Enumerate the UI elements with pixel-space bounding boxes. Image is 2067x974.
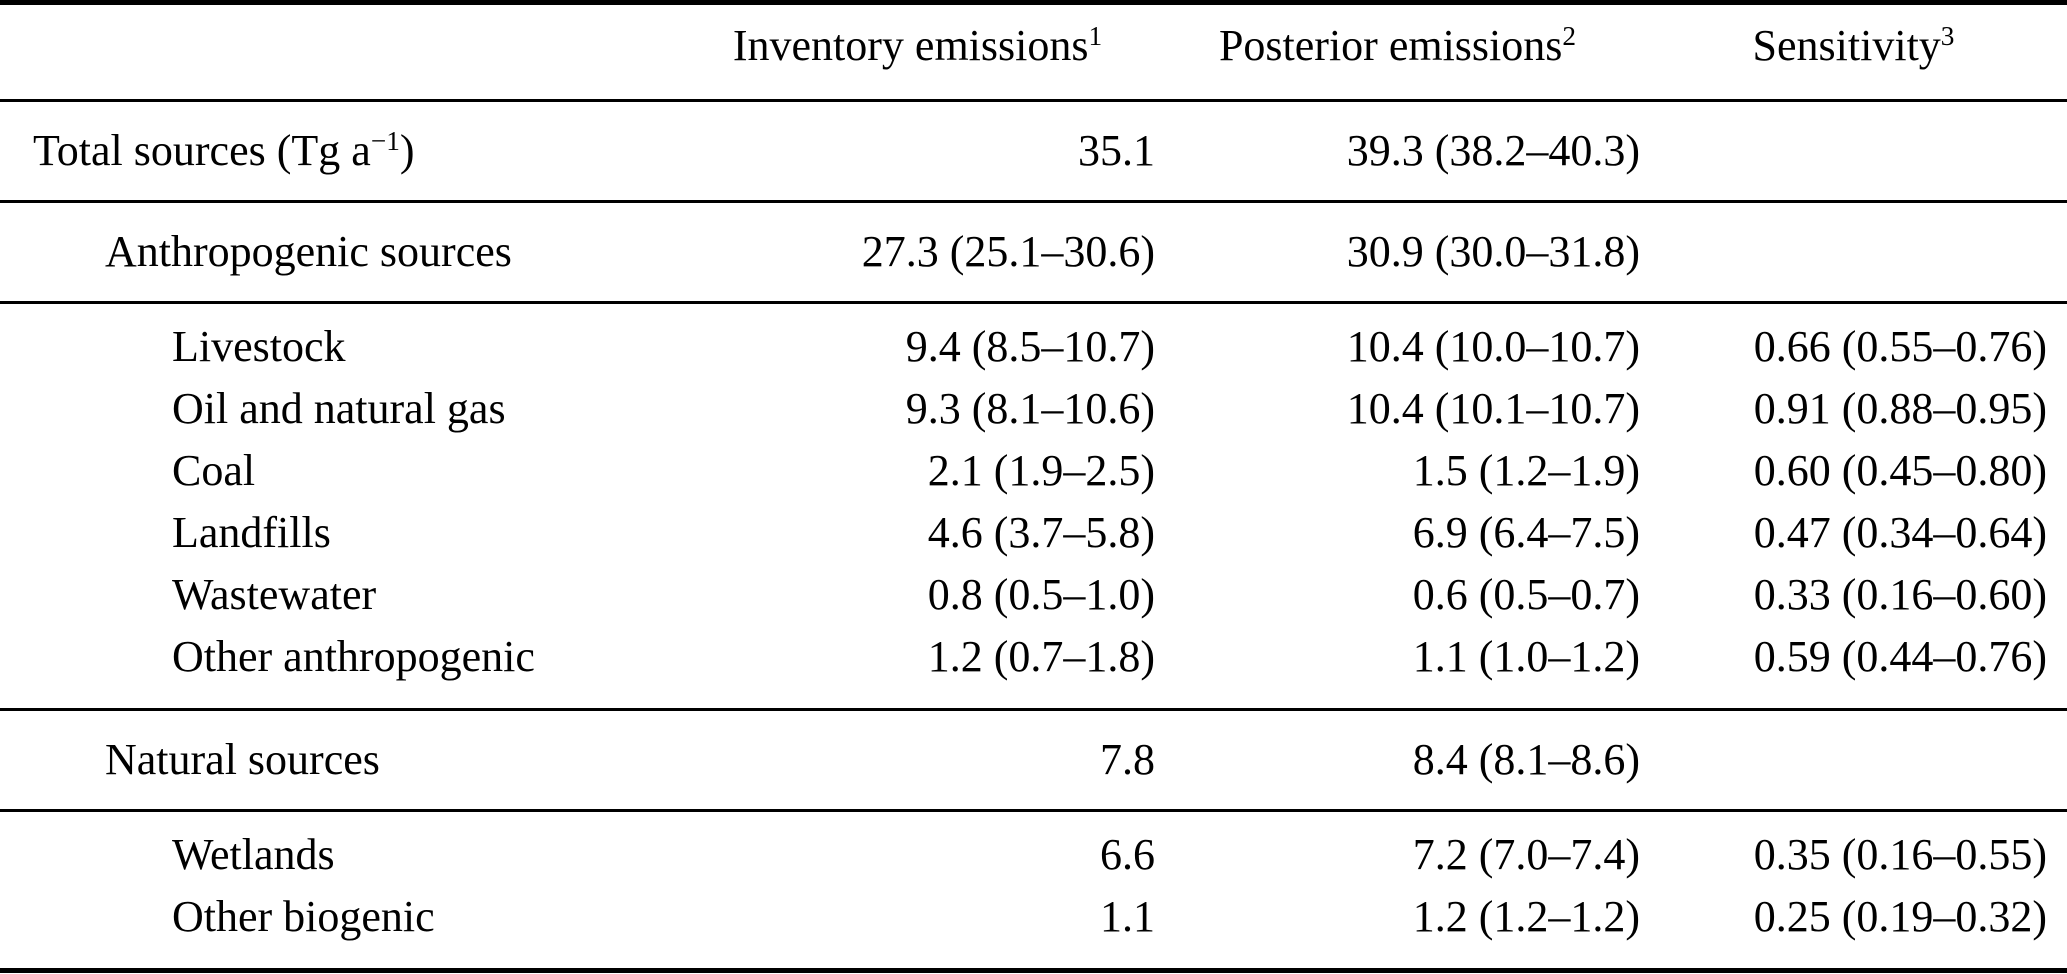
sensitivity-value: 0.60 (0.45–0.80) [1753, 446, 2047, 495]
posterior-emissions-value: 1.5 (1.2–1.9) [1412, 446, 1640, 495]
table-row-natural-sources: Natural sources 7.8 8.4 (8.1–8.6) [0, 709, 2067, 812]
posterior-emissions-value: 1.1 (1.0–1.2) [1155, 626, 1640, 711]
inventory-emissions-value: 6.6 [1100, 830, 1155, 879]
sensitivity-value [1640, 100, 2067, 203]
table-row-landfills: Landfills 4.6 (3.7–5.8) 6.9 (6.4–7.5) 0.… [0, 502, 2067, 564]
sensitivity-value: 0.25 (0.19–0.32) [1753, 892, 2047, 941]
sensitivity-value: 0.91 (0.88–0.95) [1753, 384, 2047, 433]
sensitivity-value: 0.35 (0.16–0.55) [1753, 830, 2047, 879]
row-label: Anthropogenic sources [0, 201, 680, 304]
row-label: Wetlands [172, 830, 335, 879]
posterior-emissions-value: 10.4 (10.0–10.7) [1346, 322, 1640, 371]
table-row-total-sources: Total sources (Tg a−1) 35.1 39.3 (38.2–4… [0, 100, 2067, 203]
sensitivity-value: 0.47 (0.34–0.64) [1753, 508, 2047, 557]
footnote-marker: 3 [1940, 21, 1955, 51]
column-header-posterior-emissions: Posterior emissions2 [1155, 2, 1640, 102]
row-label: Livestock [172, 322, 346, 371]
row-label: Total sources (Tg a−1) [0, 100, 680, 203]
column-header-label: Inventory emissions [732, 21, 1089, 70]
table-row-oil-and-natural-gas: Oil and natural gas 9.3 (8.1–10.6) 10.4 … [0, 378, 2067, 440]
table-row-coal: Coal 2.1 (1.9–2.5) 1.5 (1.2–1.9) 0.60 (0… [0, 440, 2067, 502]
posterior-emissions-value: 0.6 (0.5–0.7) [1412, 570, 1640, 619]
table-row-wastewater: Wastewater 0.8 (0.5–1.0) 0.6 (0.5–0.7) 0… [0, 564, 2067, 626]
column-header-label: Sensitivity [1752, 21, 1941, 70]
header-row: Inventory emissions1 Posterior emissions… [0, 2, 2067, 102]
inventory-emissions-value: 9.3 (8.1–10.6) [905, 384, 1155, 433]
column-header-label: Posterior emissions [1218, 21, 1563, 70]
row-label-text: Total sources (Tg a [33, 126, 371, 175]
row-label: Coal [172, 446, 256, 495]
inventory-emissions-value: 0.8 (0.5–1.0) [927, 570, 1155, 619]
sensitivity-value [1640, 709, 2067, 812]
row-label: Landfills [172, 508, 331, 557]
posterior-emissions-value: 30.9 (30.0–31.8) [1155, 201, 1640, 304]
superscript-exponent: −1 [370, 126, 400, 156]
table-row-other-anthropogenic: Other anthropogenic 1.2 (0.7–1.8) 1.1 (1… [0, 626, 2067, 711]
row-label: Other anthropogenic [0, 626, 680, 711]
table-row-other-biogenic: Other biogenic 1.1 1.2 (1.2–1.2) 0.25 (0… [0, 886, 2067, 971]
posterior-emissions-value: 8.4 (8.1–8.6) [1155, 709, 1640, 812]
sensitivity-value: 0.33 (0.16–0.60) [1753, 570, 2047, 619]
footnote-marker: 1 [1088, 21, 1103, 51]
inventory-emissions-value: 7.8 [680, 709, 1155, 812]
sensitivity-value: 0.66 (0.55–0.76) [1753, 322, 2047, 371]
row-label: Oil and natural gas [172, 384, 506, 433]
inventory-emissions-value: 9.4 (8.5–10.7) [905, 322, 1155, 371]
column-header-empty [0, 2, 680, 102]
row-label: Natural sources [0, 709, 680, 812]
column-header-inventory-emissions: Inventory emissions1 [680, 2, 1155, 102]
posterior-emissions-value: 7.2 (7.0–7.4) [1412, 830, 1640, 879]
row-label-text: ) [399, 126, 415, 175]
footnote-marker: 2 [1562, 21, 1577, 51]
row-label: Other biogenic [172, 892, 435, 941]
row-label: Wastewater [172, 570, 377, 619]
inventory-emissions-value: 1.1 [1100, 892, 1155, 941]
column-header-sensitivity: Sensitivity3 [1640, 2, 2067, 102]
table-row-anthropogenic-sources: Anthropogenic sources 27.3 (25.1–30.6) 3… [0, 201, 2067, 304]
posterior-emissions-value: 39.3 (38.2–40.3) [1155, 100, 1640, 203]
sensitivity-value [1640, 201, 2067, 304]
posterior-emissions-value: 10.4 (10.1–10.7) [1346, 384, 1640, 433]
sensitivity-value: 0.59 (0.44–0.76) [1640, 626, 2067, 711]
inventory-emissions-value: 2.1 (1.9–2.5) [927, 446, 1155, 495]
inventory-emissions-value: 35.1 [680, 100, 1155, 203]
posterior-emissions-value: 6.9 (6.4–7.5) [1412, 508, 1640, 557]
posterior-emissions-value: 1.2 (1.2–1.2) [1412, 892, 1640, 941]
table-row-livestock: Livestock 9.4 (8.5–10.7) 10.4 (10.0–10.7… [0, 303, 2067, 379]
inventory-emissions-value: 1.2 (0.7–1.8) [680, 626, 1155, 711]
table-row-wetlands: Wetlands 6.6 7.2 (7.0–7.4) 0.35 (0.16–0.… [0, 811, 2067, 887]
inventory-emissions-value: 27.3 (25.1–30.6) [680, 201, 1155, 304]
inventory-emissions-value: 4.6 (3.7–5.8) [927, 508, 1155, 557]
